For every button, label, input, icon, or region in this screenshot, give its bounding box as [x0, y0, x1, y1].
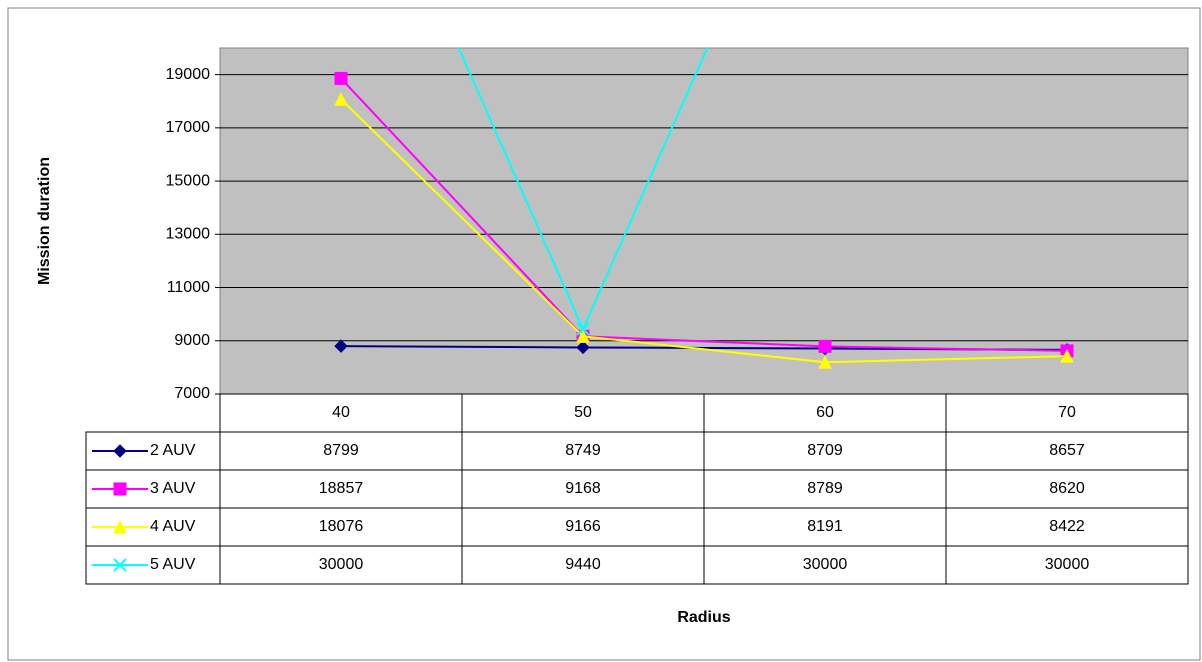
x-tick-label: 40: [332, 404, 350, 421]
marker: [113, 558, 127, 572]
table-value: 18857: [319, 480, 364, 497]
series-line: [340, 77, 1068, 352]
marker: [113, 444, 127, 458]
table-value: 8422: [1049, 518, 1085, 535]
x-tick-label: 50: [574, 404, 592, 421]
marker: [334, 339, 348, 353]
legend-label: 5 AUV: [150, 556, 196, 573]
y-tick-label: 9000: [174, 332, 210, 349]
legend-label: 2 AUV: [150, 442, 196, 459]
table-value: 8191: [807, 518, 843, 535]
series-line: [457, 48, 709, 332]
marker: [334, 92, 348, 106]
marker: [576, 322, 590, 336]
table-value: 8620: [1049, 480, 1085, 497]
x-axis-label: Radius: [677, 609, 730, 626]
table-value: 18076: [319, 518, 364, 535]
table-value: 30000: [1045, 556, 1090, 573]
table-value: 9168: [565, 480, 601, 497]
marker: [576, 340, 590, 355]
y-tick-label: 7000: [174, 385, 210, 402]
y-tick-label: 19000: [166, 66, 211, 83]
marker: [576, 329, 590, 343]
y-tick-label: 17000: [166, 119, 211, 136]
x-tick-label: 60: [816, 404, 834, 421]
table-value: 8709: [807, 442, 843, 459]
table-value: 9166: [565, 518, 601, 535]
y-tick-label: 13000: [166, 226, 211, 243]
table-value: 30000: [803, 556, 848, 573]
table-value: 8799: [323, 442, 359, 459]
y-axis-label: Mission duration: [36, 157, 53, 285]
y-tick-label: 15000: [166, 172, 211, 189]
marker: [113, 482, 127, 496]
marker: [113, 519, 127, 534]
y-tick-label: 11000: [167, 279, 210, 296]
marker: [1060, 349, 1074, 363]
plot-area: [219, 47, 1189, 395]
legend-label: 4 AUV: [150, 518, 196, 535]
table-value: 8749: [565, 442, 601, 459]
table-value: 9440: [565, 556, 601, 573]
legend-label: 3 AUV: [150, 480, 196, 497]
table-value: 8657: [1049, 442, 1085, 459]
table-value: 8789: [807, 480, 843, 497]
marker: [334, 71, 348, 85]
marker: [818, 355, 832, 369]
x-tick-label: 70: [1058, 404, 1076, 421]
series-line: [340, 98, 1068, 364]
table-value: 30000: [319, 556, 364, 573]
marker: [818, 339, 832, 353]
